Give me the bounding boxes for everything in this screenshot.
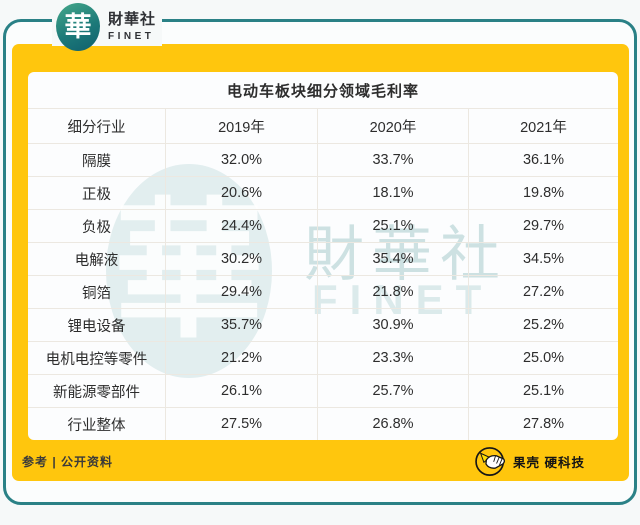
finet-leaf-glyph: 華 <box>64 11 92 42</box>
row-label: 电机电控等零件 <box>45 351 148 368</box>
cell-value: 27.5% <box>165 408 317 440</box>
cell-value: 18.1% <box>317 177 468 209</box>
cell-value: 26.1% <box>165 375 317 407</box>
table-row: 铜箔 29.4% 21.8% 27.2% <box>28 275 618 308</box>
cell-value: 27.8% <box>468 408 618 440</box>
table-content: 电动车板块细分领域毛利率 细分行业 2019年 2020年 2021年 隔膜 3… <box>28 72 618 440</box>
cell-value: 29.4% <box>165 276 317 308</box>
table-row: 新能源零部件 26.1% 25.7% 25.1% <box>28 374 618 407</box>
cell-value: 34.5% <box>468 243 618 275</box>
yellow-panel: 華 財華社 FINET 电动车板块细分领域毛利率 细分行业 2019年 2020… <box>12 44 629 481</box>
row-label: 负极 <box>82 219 111 236</box>
table-row: 隔膜 32.0% 33.7% 36.1% <box>28 143 618 176</box>
cell-value: 25.1% <box>317 210 468 242</box>
finet-logo: 華 財華社 FINET <box>52 0 162 51</box>
brand-name-cn: 財華社 <box>108 11 157 28</box>
credit-badge: 果壳 硬科技 <box>474 445 585 478</box>
table-card: 華 財華社 FINET 电动车板块细分领域毛利率 细分行业 2019年 2020… <box>28 72 618 440</box>
cell-value: 26.8% <box>317 408 468 440</box>
cell-value: 20.6% <box>165 177 317 209</box>
table-header-row: 细分行业 2019年 2020年 2021年 <box>28 108 618 143</box>
table-row: 行业整体 27.5% 26.8% 27.8% <box>28 407 618 440</box>
cell-value: 32.0% <box>165 144 317 176</box>
cell-value: 30.2% <box>165 243 317 275</box>
table-row: 电解液 30.2% 35.4% 34.5% <box>28 242 618 275</box>
row-label: 隔膜 <box>82 153 111 170</box>
table-row: 负极 24.4% 25.1% 29.7% <box>28 209 618 242</box>
row-label: 正极 <box>82 186 111 203</box>
finet-leaf-icon: 華 <box>56 3 100 51</box>
row-label: 铜箔 <box>82 285 111 302</box>
footer: 参考 | 公开资料 果壳 硬科技 <box>12 442 629 481</box>
table-row: 电机电控等零件 21.2% 23.3% 25.0% <box>28 341 618 374</box>
column-header: 2020年 <box>317 109 468 143</box>
cell-value: 27.2% <box>468 276 618 308</box>
cell-value: 21.2% <box>165 342 317 374</box>
cell-value: 25.0% <box>468 342 618 374</box>
cell-value: 25.1% <box>468 375 618 407</box>
cell-value: 33.7% <box>317 144 468 176</box>
cell-value: 21.8% <box>317 276 468 308</box>
row-label: 锂电设备 <box>67 318 126 335</box>
row-label: 行业整体 <box>67 417 126 434</box>
cell-value: 29.7% <box>468 210 618 242</box>
cell-value: 23.3% <box>317 342 468 374</box>
table-title: 电动车板块细分领域毛利率 <box>226 82 419 100</box>
cell-value: 36.1% <box>468 144 618 176</box>
cell-value: 25.2% <box>468 309 618 341</box>
nutcracker-hand-icon <box>475 447 506 476</box>
column-header: 2019年 <box>165 109 317 143</box>
cell-value: 35.4% <box>317 243 468 275</box>
column-header: 2021年 <box>468 109 618 143</box>
source-note: 参考 | 公开资料 <box>22 455 114 469</box>
column-header: 细分行业 <box>67 119 126 136</box>
row-label: 新能源零部件 <box>53 384 140 401</box>
credit-text: 果壳 硬科技 <box>513 456 585 470</box>
cell-value: 30.9% <box>317 309 468 341</box>
row-label: 电解液 <box>74 252 119 269</box>
cell-value: 24.4% <box>165 210 317 242</box>
cell-value: 25.7% <box>317 375 468 407</box>
finet-logo-text: 財華社 FINET <box>108 8 156 42</box>
brand-name-en: FINET <box>108 31 155 42</box>
table-row: 锂电设备 35.7% 30.9% 25.2% <box>28 308 618 341</box>
cell-value: 19.8% <box>468 177 618 209</box>
table-row: 正极 20.6% 18.1% 19.8% <box>28 176 618 209</box>
cell-value: 35.7% <box>165 309 317 341</box>
